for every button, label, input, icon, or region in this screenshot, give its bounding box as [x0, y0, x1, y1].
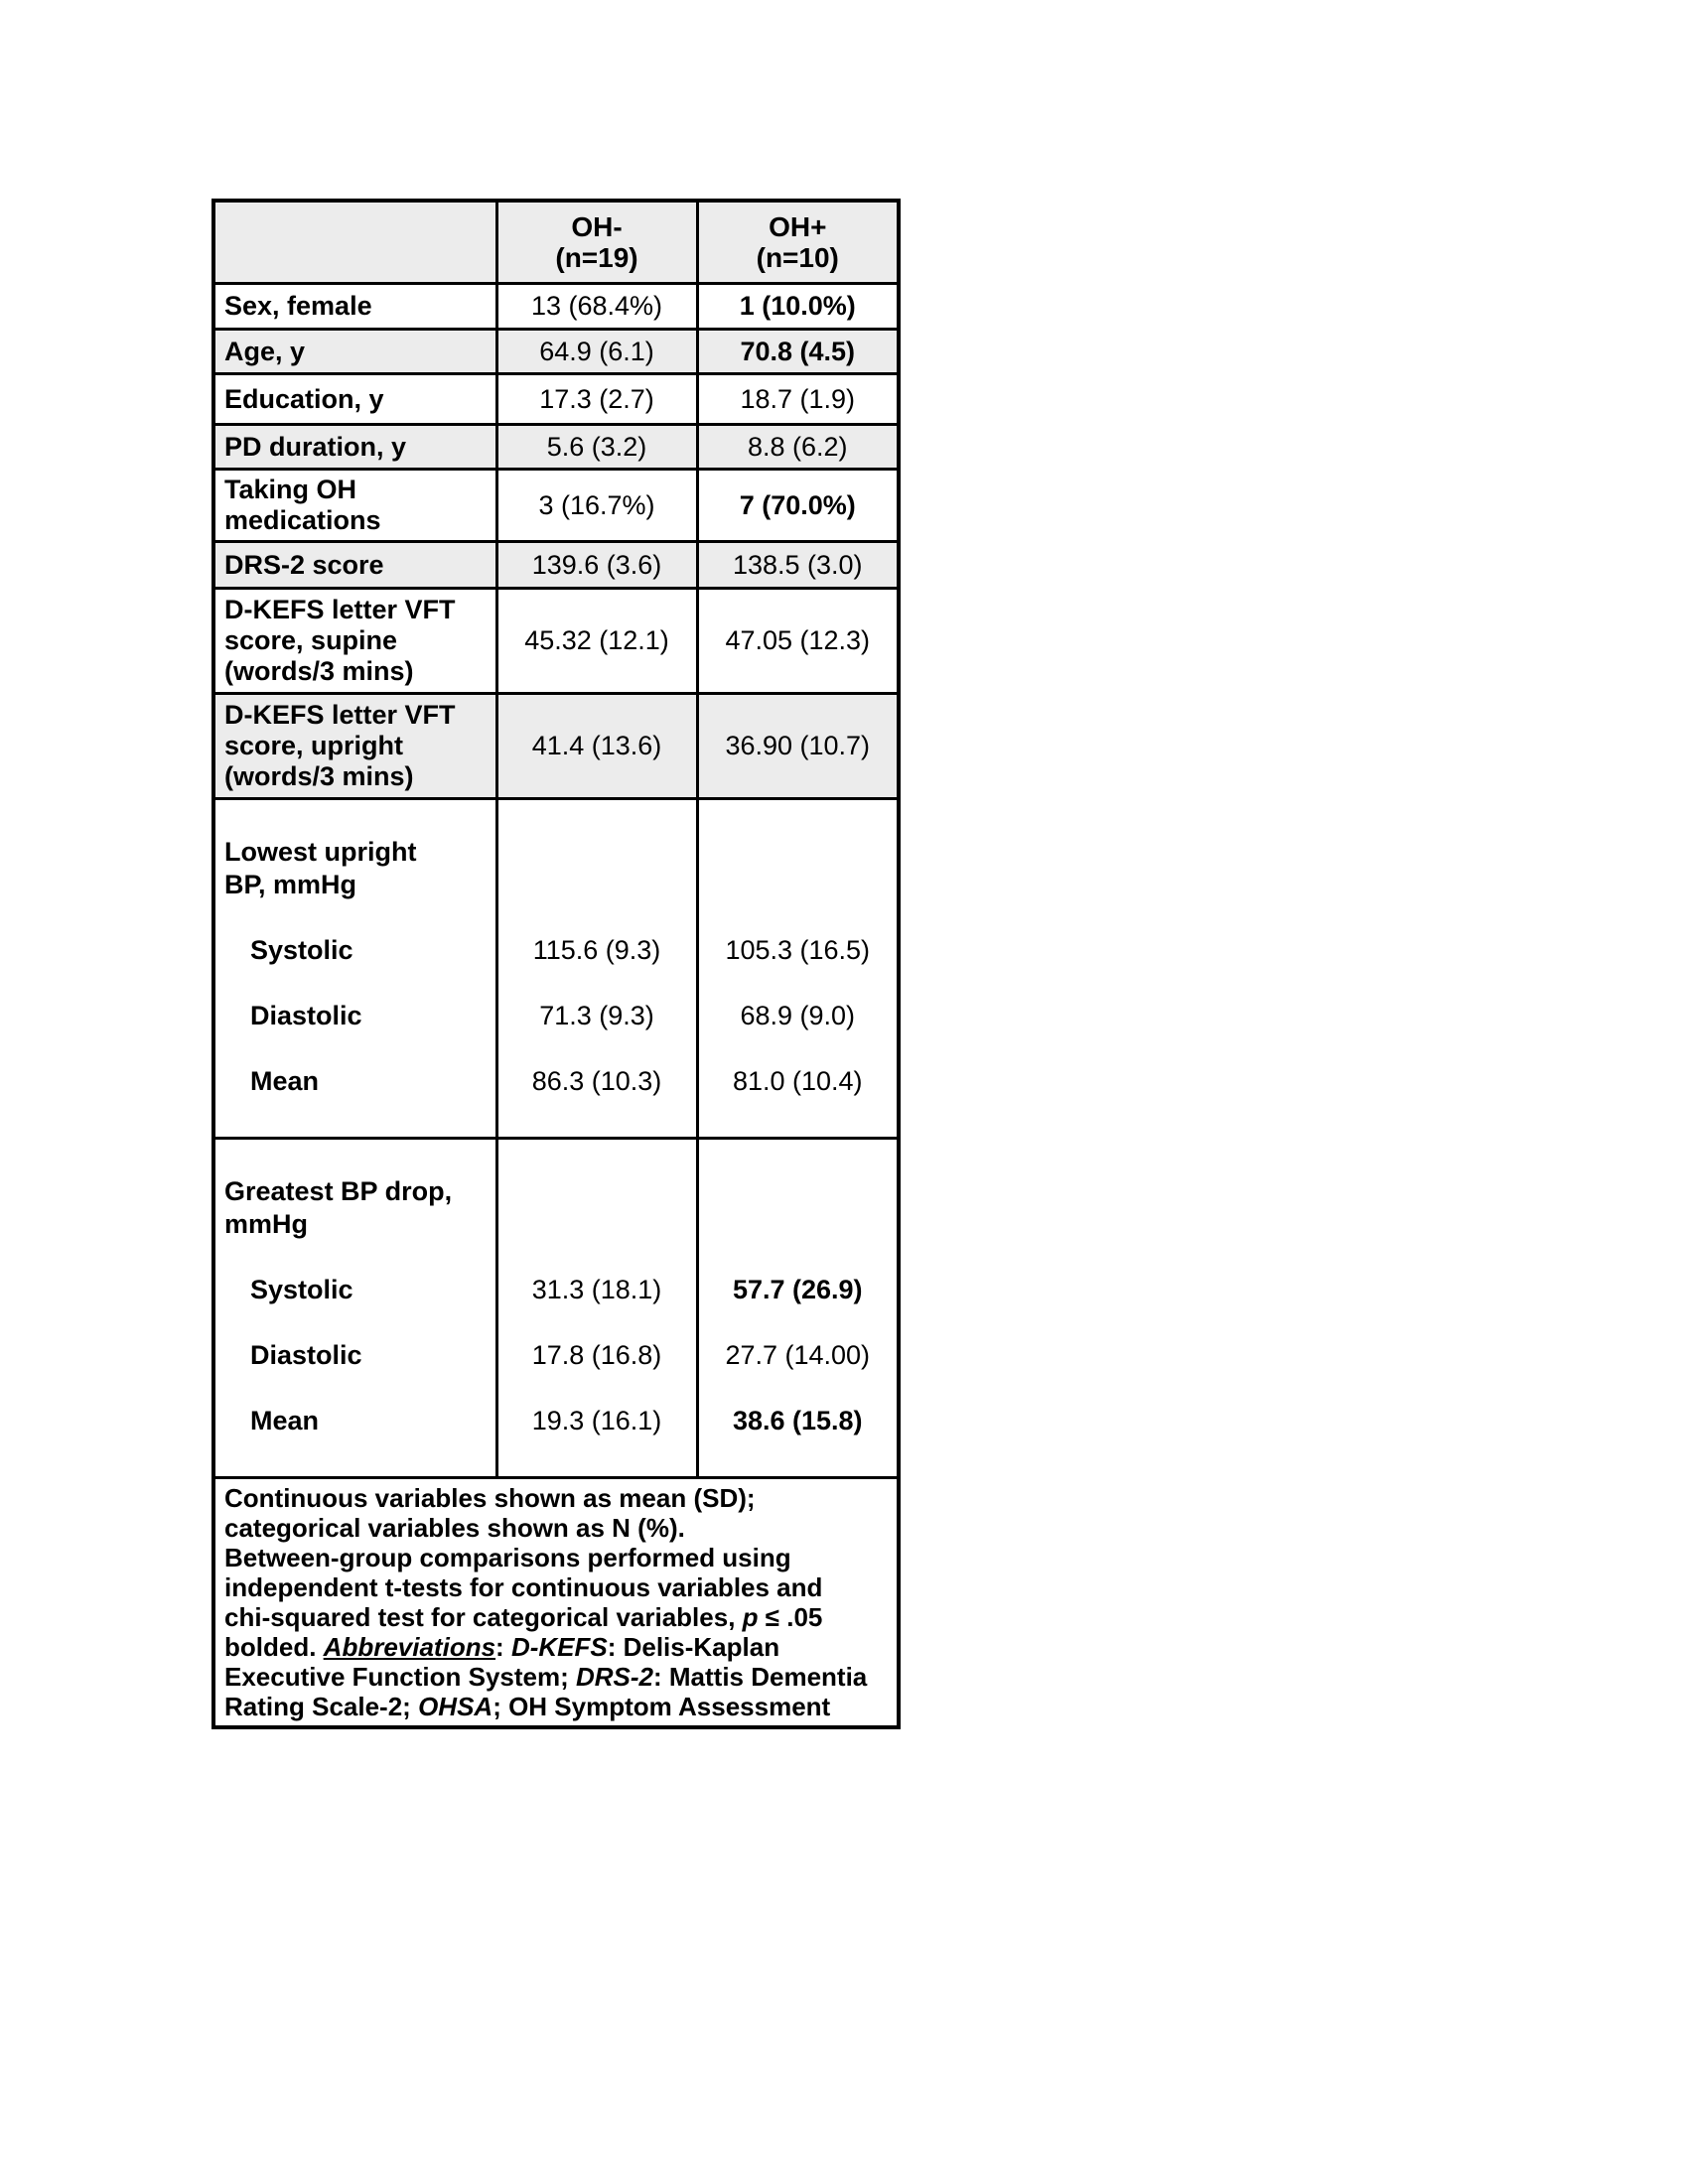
row-dkefs-supine: D-KEFS letter VFT score, supine (words/3…	[211, 587, 901, 695]
bp-sub-label-diastolic: Diastolic	[250, 1340, 362, 1370]
bp-sub-label-mean: Mean	[250, 1066, 320, 1096]
value-mean: 81.0 (10.4)	[732, 1066, 863, 1096]
row-label: Lowest upright BP, mmHg Systolic Diastol…	[211, 797, 498, 1140]
row-label: Taking OH medications	[211, 468, 498, 543]
row-sex-female: Sex, female 13 (68.4%) 1 (10.0%)	[211, 282, 901, 331]
table-header-row: OH- (n=19) OH+ (n=10)	[211, 199, 901, 285]
row-greatest-bp-drop: Greatest BP drop, mmHg Systolic Diastoli…	[211, 1137, 901, 1479]
header-oh-minus: OH- (n=19)	[494, 199, 699, 285]
header-empty-cell	[211, 199, 498, 285]
cell-oh-plus: 105.3 (16.5) 68.9 (9.0) 81.0 (10.4)	[695, 797, 901, 1140]
value-systolic: 105.3 (16.5)	[725, 935, 871, 965]
footnote-text: ≤ .05 bolded.	[224, 1602, 823, 1662]
cell-oh-minus: 17.3 (2.7)	[494, 372, 699, 426]
row-dkefs-upright: D-KEFS letter VFT score, upright (words/…	[211, 692, 901, 800]
cell-oh-minus: 45.32 (12.1)	[494, 587, 699, 695]
header-oh-plus: OH+ (n=10)	[695, 199, 901, 285]
cell-oh-plus: 1 (10.0%)	[695, 282, 901, 331]
cell-oh-minus: 115.6 (9.3) 71.3 (9.3) 86.3 (10.3)	[494, 797, 699, 1140]
row-label: Age, y	[211, 328, 498, 375]
row-label: D-KEFS letter VFT score, upright (words/…	[211, 692, 498, 800]
footnote-text: : Mattis Dementia Rating Scale-2;	[224, 1662, 868, 1721]
cell-oh-plus: 138.5 (3.0)	[695, 540, 901, 590]
row-label: Education, y	[211, 372, 498, 426]
cell-oh-plus: 47.05 (12.3)	[695, 587, 901, 695]
footnote-p-italic: p	[742, 1602, 759, 1632]
row-label: Greatest BP drop, mmHg Systolic Diastoli…	[211, 1137, 498, 1479]
footnote-abbreviations-label: Abbreviations	[323, 1632, 496, 1662]
row-drs2-score: DRS-2 score 139.6 (3.6) 138.5 (3.0)	[211, 540, 901, 590]
row-label: Sex, female	[211, 282, 498, 331]
cell-oh-minus: 64.9 (6.1)	[494, 328, 699, 375]
footnote-text: :	[495, 1632, 511, 1662]
bp-sub-label-mean: Mean	[250, 1406, 320, 1435]
value-systolic: 57.7 (26.9)	[732, 1275, 863, 1304]
value-diastolic: 17.8 (16.8)	[531, 1340, 662, 1370]
cell-oh-minus: 3 (16.7%)	[494, 468, 699, 543]
row-taking-oh-medications: Taking OH medications 3 (16.7%) 7 (70.0%…	[211, 468, 901, 543]
cell-oh-plus: 18.7 (1.9)	[695, 372, 901, 426]
value-mean: 38.6 (15.8)	[732, 1406, 863, 1435]
row-label: D-KEFS letter VFT score, supine (words/3…	[211, 587, 498, 695]
footnote-dkefs-abbrev: D-KEFS	[510, 1632, 608, 1662]
cell-oh-plus: 57.7 (26.9) 27.7 (14.00) 38.6 (15.8)	[695, 1137, 901, 1479]
value-diastolic: 68.9 (9.0)	[740, 1001, 856, 1030]
footnote-text: Continuous variables shown as mean (SD);…	[224, 1483, 823, 1632]
cell-oh-plus: 7 (70.0%)	[695, 468, 901, 543]
footnote-text: ; OH Symptom Assessment	[492, 1692, 831, 1721]
row-pd-duration: PD duration, y 5.6 (3.2) 8.8 (6.2)	[211, 423, 901, 471]
value-diastolic: 71.3 (9.3)	[539, 1001, 654, 1030]
footnote-drs2-abbrev: DRS-2	[575, 1662, 653, 1692]
bp-sub-label-systolic: Systolic	[250, 935, 353, 965]
table-footnote: Continuous variables shown as mean (SD);…	[211, 1476, 901, 1729]
bp-section-title: Greatest BP drop, mmHg	[224, 1176, 453, 1239]
value-systolic: 115.6 (9.3)	[532, 935, 661, 965]
row-footnote: Continuous variables shown as mean (SD);…	[211, 1476, 901, 1729]
footnote-ohsa-abbrev: OHSA	[418, 1692, 493, 1721]
cell-oh-minus: 41.4 (13.6)	[494, 692, 699, 800]
cell-oh-minus: 31.3 (18.1) 17.8 (16.8) 19.3 (16.1)	[494, 1137, 699, 1479]
cell-oh-minus: 13 (68.4%)	[494, 282, 699, 331]
row-label: DRS-2 score	[211, 540, 498, 590]
row-label: PD duration, y	[211, 423, 498, 471]
footnote-text: : Delis-Kaplan Executive Function System…	[224, 1632, 780, 1692]
bp-sub-label-diastolic: Diastolic	[250, 1001, 362, 1030]
cell-oh-minus: 139.6 (3.6)	[494, 540, 699, 590]
cell-oh-minus: 5.6 (3.2)	[494, 423, 699, 471]
value-systolic: 31.3 (18.1)	[531, 1275, 662, 1304]
value-mean: 19.3 (16.1)	[531, 1406, 662, 1435]
value-mean: 86.3 (10.3)	[531, 1066, 662, 1096]
bp-section-title: Lowest upright BP, mmHg	[224, 837, 417, 899]
group-comparison-table: OH- (n=19) OH+ (n=10) Sex, female 13 (68…	[211, 199, 901, 1729]
cell-oh-plus: 8.8 (6.2)	[695, 423, 901, 471]
row-age: Age, y 64.9 (6.1) 70.8 (4.5)	[211, 328, 901, 375]
cell-oh-plus: 70.8 (4.5)	[695, 328, 901, 375]
cell-oh-plus: 36.90 (10.7)	[695, 692, 901, 800]
value-diastolic: 27.7 (14.00)	[725, 1340, 871, 1370]
row-lowest-upright-bp: Lowest upright BP, mmHg Systolic Diastol…	[211, 797, 901, 1140]
bp-sub-label-systolic: Systolic	[250, 1275, 353, 1304]
row-education: Education, y 17.3 (2.7) 18.7 (1.9)	[211, 372, 901, 426]
